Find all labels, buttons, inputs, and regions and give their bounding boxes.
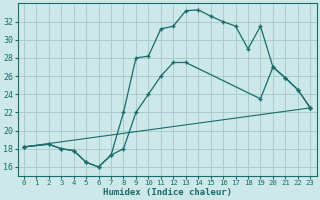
X-axis label: Humidex (Indice chaleur): Humidex (Indice chaleur) <box>103 188 232 197</box>
